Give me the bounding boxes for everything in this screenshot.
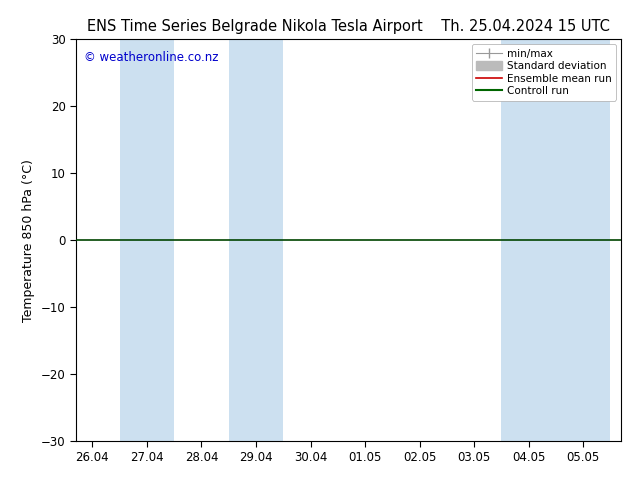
Y-axis label: Temperature 850 hPa (°C): Temperature 850 hPa (°C) <box>22 159 36 321</box>
Bar <box>501 39 611 441</box>
Legend: min/max, Standard deviation, Ensemble mean run, Controll run: min/max, Standard deviation, Ensemble me… <box>472 45 616 100</box>
Title: ENS Time Series Belgrade Nikola Tesla Airport    Th. 25.04.2024 15 UTC: ENS Time Series Belgrade Nikola Tesla Ai… <box>87 19 610 34</box>
Text: © weatheronline.co.nz: © weatheronline.co.nz <box>84 51 219 64</box>
Bar <box>120 39 174 441</box>
Bar <box>229 39 283 441</box>
